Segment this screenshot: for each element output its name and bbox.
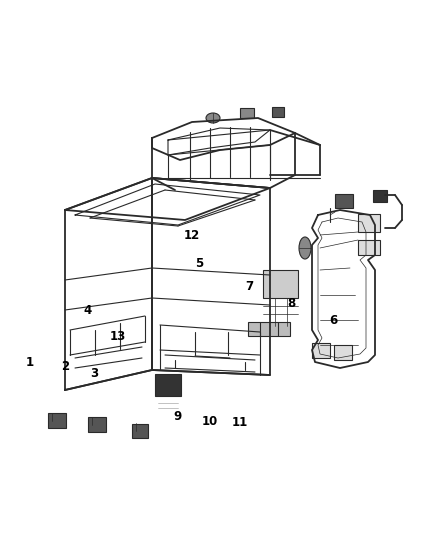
FancyBboxPatch shape: [48, 413, 66, 428]
FancyBboxPatch shape: [312, 343, 330, 358]
FancyBboxPatch shape: [334, 345, 352, 360]
FancyBboxPatch shape: [272, 107, 284, 117]
Text: 10: 10: [202, 415, 219, 427]
FancyBboxPatch shape: [373, 190, 387, 202]
Text: 9: 9: [173, 410, 181, 423]
Text: 8: 8: [287, 297, 295, 310]
FancyBboxPatch shape: [240, 108, 254, 118]
FancyBboxPatch shape: [335, 194, 353, 208]
Text: 2: 2: [61, 360, 69, 373]
Text: 6: 6: [329, 314, 337, 327]
FancyBboxPatch shape: [358, 240, 380, 255]
Ellipse shape: [299, 237, 311, 259]
Text: 7: 7: [246, 280, 254, 293]
Text: 12: 12: [183, 229, 200, 242]
Text: 3: 3: [90, 367, 98, 379]
Text: 5: 5: [195, 257, 203, 270]
FancyBboxPatch shape: [263, 270, 298, 298]
FancyBboxPatch shape: [155, 374, 181, 396]
FancyBboxPatch shape: [132, 424, 148, 438]
FancyBboxPatch shape: [88, 417, 106, 432]
Ellipse shape: [206, 113, 220, 123]
FancyBboxPatch shape: [248, 322, 290, 336]
Text: 1: 1: [26, 356, 34, 369]
Text: 11: 11: [232, 416, 248, 429]
FancyBboxPatch shape: [358, 214, 380, 232]
Text: 4: 4: [84, 304, 92, 317]
Text: 13: 13: [109, 330, 126, 343]
